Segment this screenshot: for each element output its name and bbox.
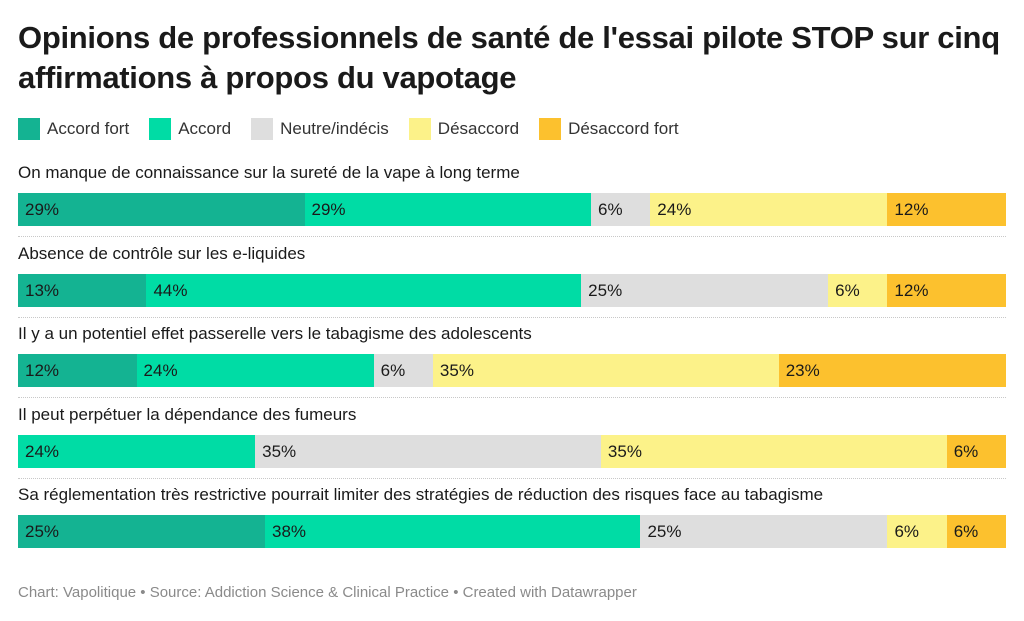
row-divider bbox=[18, 477, 1006, 479]
data-label: 25% bbox=[25, 522, 60, 541]
chart-row: On manque de connaissance sur la sureté … bbox=[18, 160, 1006, 241]
category-label: Il y a un potentiel effet passerelle ver… bbox=[18, 324, 532, 343]
data-label: 23% bbox=[785, 361, 820, 380]
stacked-bar: 13% 44% 25% 6% 12% bbox=[18, 273, 1006, 307]
bar-segment: 25% bbox=[640, 515, 888, 548]
data-label: 12% bbox=[894, 200, 929, 219]
stacked-bar: 12% 24% 6% 35% 23% bbox=[18, 354, 1006, 387]
stacked-bar: 29% 29% 6% 24% 12% bbox=[18, 193, 1006, 226]
bar-segment: 29% bbox=[304, 193, 592, 226]
bar-segment: 12% bbox=[887, 273, 1006, 307]
stacked-bar: 24% 35% 35% 6% bbox=[18, 434, 1006, 468]
row-divider bbox=[18, 236, 1006, 237]
data-label: 6% bbox=[380, 361, 406, 380]
legend-swatch bbox=[149, 118, 172, 140]
bar-segment: 6% bbox=[591, 193, 651, 226]
bar-segment: 6% bbox=[946, 515, 1006, 548]
data-label: 12% bbox=[894, 280, 929, 300]
data-label: 6% bbox=[598, 200, 623, 219]
legend-item: Neutre/indécis bbox=[251, 118, 389, 140]
bar-segment: 24% bbox=[650, 193, 888, 226]
chart-legend: Accord fort Accord Neutre/indécis Désaccord… bbox=[18, 118, 699, 140]
bar-segment: 24% bbox=[136, 354, 374, 387]
bar-segment: 38% bbox=[265, 515, 641, 548]
legend-label: Désaccord fort bbox=[568, 119, 679, 138]
data-label: 24% bbox=[143, 361, 178, 380]
bar-segment: 44% bbox=[146, 273, 582, 307]
chart-row: Absence de contrôle sur les e-liquides 13… bbox=[18, 241, 1006, 322]
data-label: 35% bbox=[262, 441, 297, 461]
bar-segment: 6% bbox=[887, 515, 947, 548]
legend-swatch bbox=[251, 118, 274, 140]
chart-row: Sa réglementation très restrictive pourr… bbox=[18, 482, 1006, 563]
bar-segment: 23% bbox=[778, 354, 1006, 387]
data-label: 24% bbox=[657, 200, 692, 219]
bar-segment: 12% bbox=[887, 193, 1006, 226]
data-label: 35% bbox=[607, 441, 642, 461]
legend-item: Accord bbox=[149, 118, 231, 140]
bar-segment: 6% bbox=[828, 273, 888, 307]
bar-segment: 25% bbox=[18, 515, 265, 548]
data-label: 35% bbox=[439, 361, 474, 380]
legend-swatch bbox=[539, 118, 562, 140]
legend-swatch bbox=[408, 118, 431, 140]
data-label: 25% bbox=[647, 522, 682, 541]
data-label: 25% bbox=[588, 280, 623, 300]
chart-footer: Chart: Vapolitique • Source: Addiction S… bbox=[18, 584, 637, 601]
row-divider bbox=[18, 316, 1006, 318]
legend-label: Accord bbox=[178, 119, 232, 138]
chart-row: Il peut perpétuer la dépendance des fume… bbox=[18, 402, 1006, 483]
legend-item: Désaccord fort bbox=[539, 118, 679, 140]
category-label: On manque de connaissance sur la sureté … bbox=[18, 163, 520, 182]
bar-segment: 6% bbox=[373, 354, 433, 387]
category-label: Il peut perpétuer la dépendance des fume… bbox=[18, 404, 357, 424]
stacked-bar: 25% 38% 25% 6% 6% bbox=[18, 515, 1006, 548]
data-label: 6% bbox=[953, 522, 979, 541]
bar-segment: 24% bbox=[18, 434, 256, 468]
bar-segment: 25% bbox=[581, 273, 829, 307]
legend-item: Désaccord bbox=[408, 118, 520, 140]
chart-title: Opinions de professionnels de santé de l… bbox=[18, 20, 1000, 95]
legend-label: Désaccord bbox=[437, 119, 520, 138]
data-label: 38% bbox=[272, 522, 307, 541]
chart-row: Il y a un potentiel effet passerelle ver… bbox=[18, 321, 1006, 402]
legend-label: Accord fort bbox=[47, 119, 130, 138]
chart-rows: On manque de connaissance sur la sureté … bbox=[18, 160, 1006, 563]
data-label: 6% bbox=[894, 522, 920, 541]
category-label: Sa réglementation très restrictive pourr… bbox=[18, 485, 824, 504]
data-label: 6% bbox=[953, 441, 979, 461]
data-label: 29% bbox=[311, 200, 346, 219]
legend-label: Neutre/indécis bbox=[280, 119, 389, 138]
data-label: 12% bbox=[25, 361, 60, 380]
bar-segment: 12% bbox=[18, 354, 137, 387]
bar-segment: 35% bbox=[432, 354, 779, 387]
bar-segment: 6% bbox=[946, 434, 1006, 468]
bar-segment: 29% bbox=[18, 193, 305, 226]
data-label: 6% bbox=[835, 280, 860, 300]
category-label: Absence de contrôle sur les e-liquides bbox=[18, 243, 306, 263]
bar-segment: 13% bbox=[18, 273, 147, 307]
legend-swatch bbox=[18, 118, 40, 140]
row-divider bbox=[18, 397, 1006, 398]
bar-segment: 35% bbox=[255, 434, 601, 468]
bar-segment: 35% bbox=[600, 434, 947, 468]
data-label: 29% bbox=[25, 200, 60, 219]
data-label: 24% bbox=[25, 441, 60, 461]
data-label: 44% bbox=[153, 280, 188, 300]
legend-item: Accord fort bbox=[18, 118, 129, 140]
data-label: 13% bbox=[25, 280, 60, 300]
